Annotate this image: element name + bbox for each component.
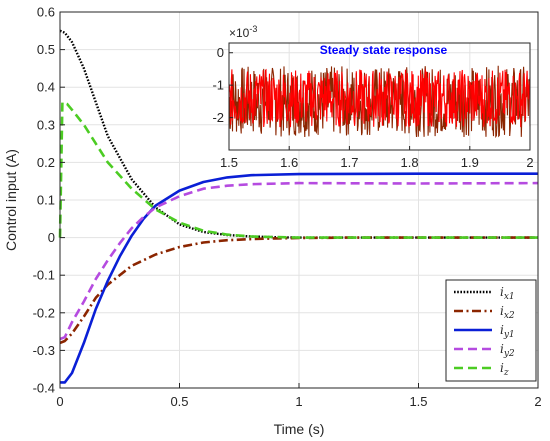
inset-x-tick-label: 1.5 — [220, 155, 238, 170]
inset-x-tick-label: 1.9 — [461, 155, 479, 170]
y-tick-label: -0.3 — [33, 343, 55, 358]
x-tick-label: 1.5 — [409, 394, 427, 409]
inset-y-multiplier-base: ×10 — [229, 26, 250, 40]
legend-label-main: i — [500, 323, 504, 337]
legend-label: iy2 — [500, 342, 515, 359]
y-tick-label: -0.1 — [33, 268, 55, 283]
y-tick-label: 0.3 — [37, 117, 55, 132]
inset-frame — [228, 42, 531, 151]
inset-y-tick-label: 0 — [217, 45, 224, 60]
legend-label-main: i — [500, 342, 504, 356]
inset-x-tick-label: 1.6 — [280, 155, 298, 170]
x-tick-label: 2 — [534, 394, 541, 409]
main-series-group — [58, 29, 539, 384]
series-line-i-x2 — [59, 236, 538, 345]
y-tick-label: 0 — [48, 230, 55, 245]
x-tick-label: 1 — [295, 394, 302, 409]
series-line-i-y2 — [59, 181, 539, 341]
inset-x-tick-label: 1.7 — [340, 155, 358, 170]
y-tick-label: 0.4 — [37, 80, 55, 95]
legend-label-main: i — [500, 304, 504, 318]
y-tick-label: 0.2 — [37, 155, 55, 170]
x-axis-label: Time (s) — [274, 421, 325, 437]
inset-y-tick-label: -1 — [212, 78, 224, 93]
plot-frame — [59, 11, 539, 389]
inset-series-group — [228, 65, 531, 139]
series-line-i-y1 — [60, 172, 538, 384]
main-axes: 0 0.5 1 1.5 2 -0.4 -0.3 -0.2 -0.1 0 0.1 0.2 0.3 0.4 0.… — [33, 5, 542, 410]
inset-y-multiplier: ×10-3 — [229, 24, 257, 40]
y-tick-label: 0.6 — [37, 5, 55, 20]
inset-axes: 1.5 1.6 1.7 1.8 1.9 2 0 -1 -2 — [212, 42, 534, 170]
x-tick-label: 0.5 — [170, 394, 188, 409]
legend-label-sub: y1 — [503, 330, 515, 340]
y-tick-label: -0.2 — [33, 305, 55, 320]
inset-y-tick-label: -2 — [212, 110, 224, 125]
legend-label-main: i — [500, 361, 504, 375]
inset-x-tick-label: 2 — [526, 155, 533, 170]
legend-label: ix2 — [500, 304, 515, 321]
inset-chart: 1.5 1.6 1.7 1.8 1.9 2 0 -1 -2 Steady state respon… — [212, 24, 533, 170]
legend-label-sub: y2 — [503, 349, 515, 359]
y-axis-label: Control input (A) — [3, 149, 19, 251]
legend-label-main: i — [500, 285, 504, 299]
series-line-i-x1 — [59, 29, 538, 239]
legend-label-sub: x2 — [504, 311, 515, 321]
legend-label-sub: z — [503, 368, 509, 378]
y-tick-label: 0.1 — [37, 193, 55, 208]
inset-y-multiplier-exp: -3 — [249, 24, 257, 34]
legend-label-sub: x1 — [504, 292, 515, 302]
legend-label: ix1 — [500, 285, 515, 302]
x-tick-label: 0 — [56, 394, 63, 409]
inset-series-line — [228, 68, 531, 128]
y-tick-label: -0.4 — [33, 381, 55, 396]
inset-title: Steady state response — [320, 43, 448, 57]
series-line-i-z — [58, 100, 538, 239]
y-tick-label: 0.5 — [37, 42, 55, 57]
inset-x-tick-label: 1.8 — [401, 155, 419, 170]
legend-label: iy1 — [500, 323, 515, 340]
legend-label: iz — [500, 361, 509, 378]
